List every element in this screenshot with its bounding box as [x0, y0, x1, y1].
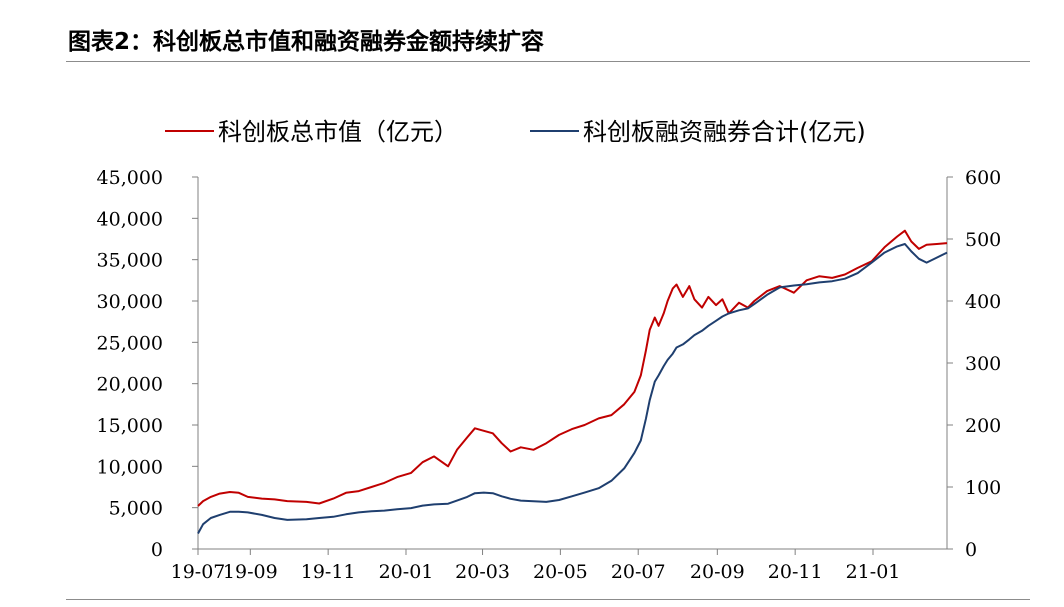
- x-axis-tick-label: 20-01: [379, 561, 434, 583]
- right-axis-tick-label: 600: [965, 167, 1001, 189]
- axes: 0 5,000 10,000 15,000 20,000 25,000 30,000 35,0…: [97, 167, 1002, 583]
- right-axis-tick-label: 200: [965, 415, 1001, 437]
- figure-title: 图表2：科创板总市值和融资融券金额持续扩容: [68, 29, 545, 55]
- left-axis-tick-label: 15,000: [97, 415, 163, 437]
- series-lines: [197, 229, 948, 534]
- x-axis-tick-label: 20-05: [533, 561, 588, 583]
- left-axis-tick-label: 0: [151, 539, 163, 561]
- legend-label-margin: 科创板融资融券合计(亿元): [583, 118, 866, 146]
- x-axis-tick-label: 20-09: [690, 561, 745, 583]
- left-axis-tick-label: 5,000: [109, 498, 163, 520]
- legend: 科创板总市值（亿元） 科创板融资融券合计(亿元): [165, 118, 866, 146]
- series-line-margin: [197, 243, 948, 534]
- x-axis-tick-label: 21-01: [846, 561, 901, 583]
- right-axis-tick-label: 400: [965, 291, 1001, 313]
- left-axis-tick-label: 45,000: [97, 167, 163, 189]
- x-axis-tick-label: 20-03: [455, 561, 510, 583]
- x-axis-tick-label: 20-11: [768, 561, 823, 583]
- left-axis-tick-label: 20,000: [97, 374, 163, 396]
- left-axis-tick-label: 30,000: [97, 291, 163, 313]
- right-axis-tick-label: 500: [965, 229, 1001, 251]
- legend-label-market-cap: 科创板总市值（亿元）: [218, 118, 458, 146]
- series-line-market-cap: [197, 229, 948, 507]
- right-axis-tick-label: 100: [965, 477, 1001, 499]
- x-axis-tick-label: 19-11: [301, 561, 356, 583]
- top-rule: [66, 61, 1030, 62]
- x-axis-tick-label: 19-09: [223, 561, 278, 583]
- left-axis-tick-label: 35,000: [97, 250, 163, 272]
- left-axis-tick-label: 25,000: [97, 332, 163, 354]
- left-axis-tick-label: 40,000: [97, 208, 163, 230]
- x-axis-tick-label: 20-07: [611, 561, 666, 583]
- left-axis-tick-label: 10,000: [97, 456, 163, 478]
- right-axis-tick-label: 0: [965, 539, 977, 561]
- x-axis-tick-label: 19-07: [171, 561, 226, 583]
- right-axis-tick-label: 300: [965, 353, 1001, 375]
- bottom-rule: [66, 599, 1030, 600]
